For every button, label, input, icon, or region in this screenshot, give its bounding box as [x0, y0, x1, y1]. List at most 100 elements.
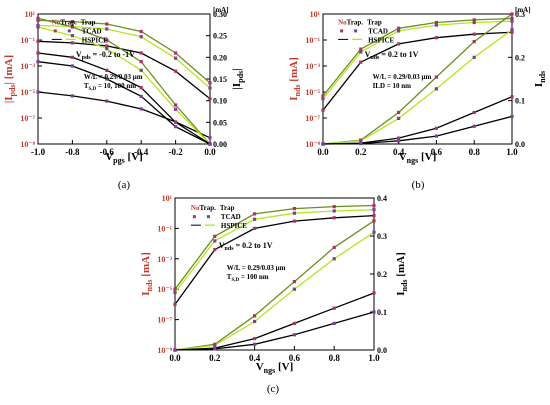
data-point: [397, 110, 401, 115]
left-tick-label: 10⁻⁵: [305, 88, 320, 97]
legend-header-part: Trap: [367, 18, 382, 26]
left-tick-label: 10⁻⁹: [305, 140, 320, 149]
series-line: [37, 91, 211, 139]
right-axis-title-text: Inds: [533, 71, 547, 87]
data-point: [70, 34, 74, 38]
x-tick-label: 0.8: [469, 147, 481, 157]
data-point: [434, 75, 438, 79]
right-tick-label: 0.20: [213, 53, 227, 62]
data-point: [139, 107, 143, 111]
data-point: [105, 27, 109, 31]
annotation-geometry: W/L = 0.29/0.03 μm: [373, 73, 432, 81]
data-point: [321, 108, 325, 112]
data-point: [105, 22, 109, 26]
data-point: [174, 107, 178, 111]
left-axis-title-part: I: [288, 96, 300, 100]
right-tick-label: 0.10: [213, 97, 227, 106]
x-tick-label: -0.8: [65, 147, 80, 157]
right-unit-label: [mA]: [515, 6, 531, 14]
data-point: [36, 39, 40, 43]
legend-label: TCAD: [82, 27, 102, 35]
series-line: [37, 19, 211, 84]
legend-marker: [206, 215, 210, 219]
series-line: [174, 220, 375, 351]
data-point: [174, 103, 178, 107]
data-point: [139, 86, 143, 90]
data-point: [321, 94, 325, 98]
left-tick-label: 10⁻⁷: [20, 114, 35, 123]
data-point: [292, 211, 296, 215]
right-tick-label: 0.2: [515, 53, 525, 62]
left-tick-label: 10⁻⁵: [20, 88, 35, 97]
series-line: [37, 26, 211, 145]
data-point: [292, 219, 296, 223]
data-point: [105, 47, 109, 51]
left-axis-title: Inds [mA]: [140, 252, 154, 295]
data-point: [510, 114, 514, 119]
annotation-part: V: [219, 241, 225, 250]
data-point: [472, 20, 476, 25]
right-tick-label: 0.2: [377, 270, 387, 279]
legend-marker: [354, 29, 358, 33]
data-point: [213, 347, 217, 351]
data-point: [472, 110, 476, 115]
data-point: [105, 99, 109, 103]
x-axis-title-part: pgs: [113, 156, 125, 165]
x-axis-title-part: [V]: [418, 151, 436, 163]
left-tick-label: 10⁻⁹: [20, 140, 35, 149]
right-tick-label: 0.25: [213, 32, 227, 41]
left-axis-title: |Ipds| [mA]: [3, 55, 17, 103]
data-point: [213, 239, 217, 243]
annotation-geometry: W/L = 0.29/0.03 μm: [84, 73, 143, 81]
data-point: [139, 60, 143, 64]
left-axis-title-part: [mA]: [288, 57, 300, 84]
panel-caption: (c): [267, 383, 280, 395]
data-point: [105, 68, 109, 72]
data-point: [36, 18, 40, 23]
data-point: [321, 142, 325, 146]
left-tick-label: 10⁻⁵: [157, 285, 172, 294]
legend-header: NoTrap. Trap: [52, 18, 96, 26]
panel-caption: (a): [118, 179, 131, 191]
series-line: [322, 29, 513, 145]
annotation-part: S,D: [89, 87, 97, 92]
plot-frame: [322, 13, 513, 145]
data-point: [139, 35, 143, 39]
data-point: [70, 41, 74, 45]
series-line: [37, 24, 211, 89]
data-point: [397, 29, 401, 33]
annotation-part: V: [365, 50, 371, 59]
x-tick-label: 0.2: [355, 147, 367, 157]
x-tick-label: 0.6: [431, 147, 443, 157]
left-tick-label: 10⁻³: [20, 62, 35, 71]
data-point: [105, 77, 109, 81]
right-axis-title-part: nds: [538, 71, 547, 83]
legend-label: HSPICE: [368, 36, 394, 44]
data-point: [208, 97, 212, 101]
legend-marker: [67, 29, 71, 33]
series-line: [37, 61, 211, 145]
left-axis-title-part: nds: [293, 84, 302, 96]
series-line: [174, 311, 375, 351]
right-tick-label: 0.05: [213, 118, 227, 127]
data-point: [292, 333, 296, 337]
left-axis-title-text: Inds [mA]: [140, 252, 154, 295]
series-line: [174, 214, 375, 305]
x-axis-title-part: ngs: [407, 156, 419, 165]
right-tick-label: 0.4: [377, 194, 387, 203]
data-point: [510, 95, 514, 99]
x-tick-label: 0.0: [204, 147, 216, 157]
annotation-part: T: [84, 82, 89, 90]
annotation-part: pds: [82, 55, 92, 61]
x-tick-label: 0.0: [169, 353, 181, 363]
data-point: [36, 51, 40, 55]
legend-label: HSPICE: [82, 36, 108, 44]
right-tick-label: 0.15: [213, 75, 227, 84]
series-line: [322, 20, 513, 100]
data-point: [397, 26, 401, 30]
data-point: [372, 230, 376, 234]
left-axis-title: Inds [mA]: [288, 57, 302, 100]
data-point: [70, 25, 74, 29]
annotation-part: = 0.2 to 1V: [234, 241, 273, 250]
data-point: [434, 126, 438, 130]
